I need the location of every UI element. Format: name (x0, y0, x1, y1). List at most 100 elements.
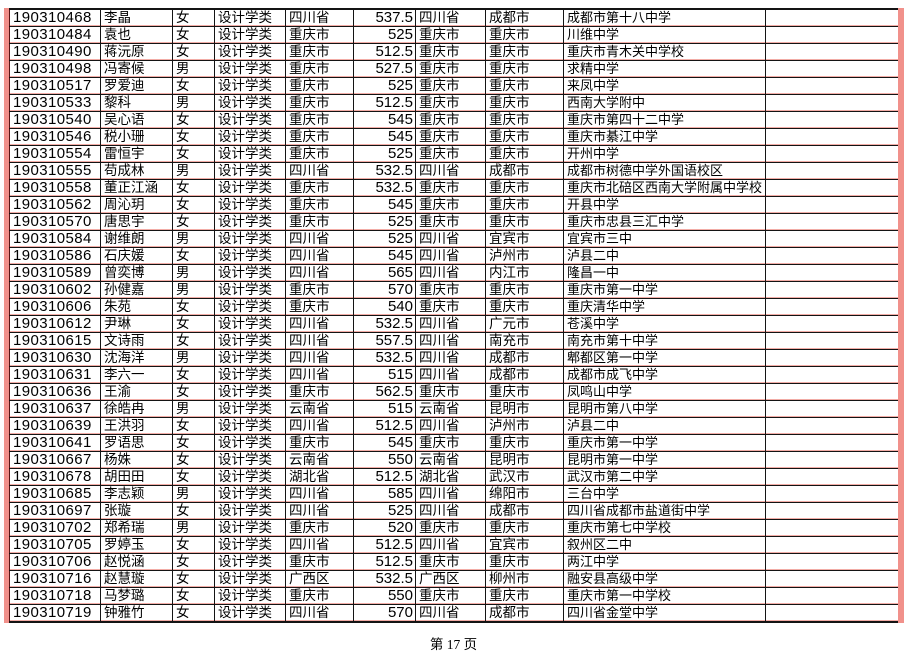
cell-score: 532.5 (353, 162, 416, 180)
cell-category: 设计学类 (214, 145, 286, 163)
cell-blank (765, 60, 898, 78)
cell-name: 钟雅竹 (100, 604, 173, 623)
cell-score: 525 (353, 502, 416, 520)
cell-id: 190310468 (9, 9, 101, 27)
cell-province: 四川省 (285, 417, 354, 435)
cell-blank (765, 366, 898, 384)
table-row: 190310636 王渝女设计学类 重庆市 562.5 重庆市 重庆市 凤鸣山中学 (9, 383, 898, 401)
results-table: 190310468 李晶女设计学类 四川省 537.5 四川省 成都市 成都市第十八中学 19… (9, 8, 898, 623)
cell-blank (765, 417, 898, 435)
cell-school: 重庆市忠县三汇中学 (563, 213, 766, 231)
cell-city: 重庆市 (485, 434, 564, 452)
table-row: 190310584 谢维朗男设计学类 四川省 525 四川省 宜宾市 宜宾市三中 (9, 230, 898, 248)
cell-province2: 重庆市 (415, 94, 486, 112)
cell-category: 设计学类 (214, 179, 286, 197)
cell-category: 设计学类 (214, 383, 286, 401)
cell-province: 重庆市 (285, 128, 354, 146)
cell-gender: 女 (172, 434, 215, 452)
cell-name: 蒋沅原 (100, 43, 173, 61)
cell-blank (765, 9, 898, 27)
cell-province2: 广西区 (415, 570, 486, 588)
cell-province2: 四川省 (415, 502, 486, 520)
cell-city: 成都市 (485, 604, 564, 623)
table-row: 190310718 马梦璐女设计学类 重庆市 550 重庆市 重庆市 重庆市第一中学校 (9, 587, 898, 605)
cell-school: 三台中学 (563, 485, 766, 503)
cell-province2: 四川省 (415, 315, 486, 333)
cell-id: 190310517 (9, 77, 101, 95)
cell-blank (765, 230, 898, 248)
cell-school: 苍溪中学 (563, 315, 766, 333)
cell-category: 设计学类 (214, 196, 286, 214)
cell-school: 叙州区二中 (563, 536, 766, 554)
cell-province2: 重庆市 (415, 298, 486, 316)
table-row: 190310612 尹琳女设计学类 四川省 532.5 四川省 广元市 苍溪中学 (9, 315, 898, 333)
cell-province2: 四川省 (415, 9, 486, 27)
cell-province2: 重庆市 (415, 281, 486, 299)
cell-city: 成都市 (485, 349, 564, 367)
cell-category: 设计学类 (214, 536, 286, 554)
cell-city: 武汉市 (485, 468, 564, 486)
cell-id: 190310570 (9, 213, 101, 231)
cell-score: 557.5 (353, 332, 416, 350)
cell-blank (765, 451, 898, 469)
cell-gender: 女 (172, 298, 215, 316)
cell-city: 重庆市 (485, 383, 564, 401)
cell-id: 190310719 (9, 604, 101, 623)
cell-blank (765, 315, 898, 333)
cell-id: 190310678 (9, 468, 101, 486)
cell-id: 190310667 (9, 451, 101, 469)
cell-name: 孙健嘉 (100, 281, 173, 299)
cell-name: 赵悦涵 (100, 553, 173, 571)
cell-province: 重庆市 (285, 145, 354, 163)
cell-province: 湖北省 (285, 468, 354, 486)
table-row: 190310490 蒋沅原女设计学类 重庆市 512.5 重庆市 重庆市 重庆市青木关中学校 (9, 43, 898, 61)
cell-id: 190310533 (9, 94, 101, 112)
cell-score: 565 (353, 264, 416, 282)
cell-school: 重庆清华中学 (563, 298, 766, 316)
cell-province: 四川省 (285, 349, 354, 367)
cell-province: 重庆市 (285, 77, 354, 95)
cell-score: 515 (353, 400, 416, 418)
cell-name: 赵慧璇 (100, 570, 173, 588)
cell-gender: 男 (172, 400, 215, 418)
cell-blank (765, 553, 898, 571)
cell-school: 重庆市綦江中学 (563, 128, 766, 146)
cell-province2: 重庆市 (415, 26, 486, 44)
cell-name: 唐思宇 (100, 213, 173, 231)
cell-city: 柳州市 (485, 570, 564, 588)
cell-score: 512.5 (353, 553, 416, 571)
cell-name: 曾奕博 (100, 264, 173, 282)
cell-name: 周沁玥 (100, 196, 173, 214)
cell-province: 四川省 (285, 332, 354, 350)
cell-score: 545 (353, 128, 416, 146)
cell-score: 532.5 (353, 349, 416, 367)
cell-gender: 女 (172, 332, 215, 350)
cell-school: 宜宾市三中 (563, 230, 766, 248)
cell-school: 昆明市第八中学 (563, 400, 766, 418)
cell-school: 重庆市第一中学 (563, 434, 766, 452)
cell-school: 重庆市第一中学 (563, 281, 766, 299)
cell-gender: 男 (172, 519, 215, 537)
cell-category: 设计学类 (214, 570, 286, 588)
cell-province2: 四川省 (415, 332, 486, 350)
cell-province2: 四川省 (415, 485, 486, 503)
cell-name: 文诗雨 (100, 332, 173, 350)
cell-name: 尹琳 (100, 315, 173, 333)
cell-score: 562.5 (353, 383, 416, 401)
cell-category: 设计学类 (214, 94, 286, 112)
cell-province: 四川省 (285, 315, 354, 333)
cell-school: 武汉市第二中学 (563, 468, 766, 486)
cell-city: 绵阳市 (485, 485, 564, 503)
cell-province: 重庆市 (285, 111, 354, 129)
cell-province2: 四川省 (415, 366, 486, 384)
cell-blank (765, 502, 898, 520)
cell-province: 四川省 (285, 264, 354, 282)
cell-score: 512.5 (353, 417, 416, 435)
cell-score: 525 (353, 26, 416, 44)
cell-gender: 女 (172, 451, 215, 469)
cell-province2: 湖北省 (415, 468, 486, 486)
table-row: 190310562 周沁玥女设计学类 重庆市 545 重庆市 重庆市 开县中学 (9, 196, 898, 214)
cell-id: 190310589 (9, 264, 101, 282)
table-row: 190310555 苟成林男设计学类 四川省 532.5 四川省 成都市 成都市树德中学外国… (9, 162, 898, 180)
cell-id: 190310586 (9, 247, 101, 265)
